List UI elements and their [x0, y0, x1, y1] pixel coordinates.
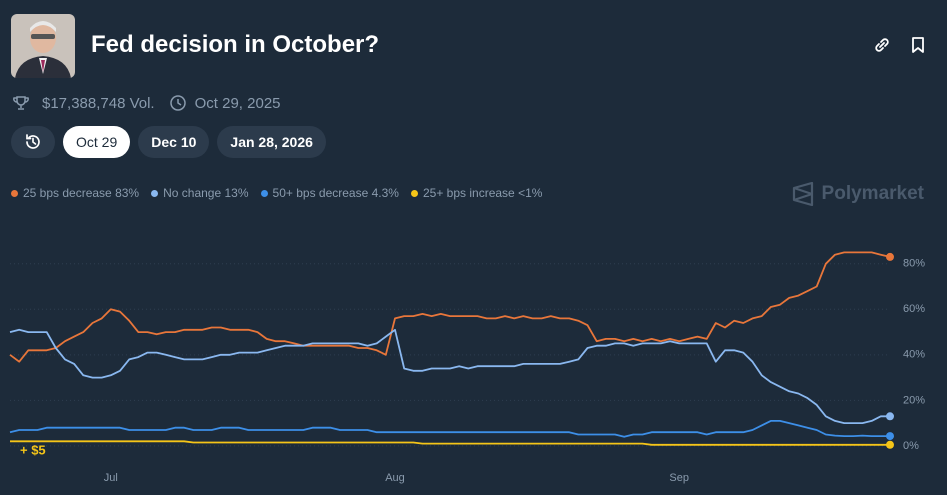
- date-tab[interactable]: Jan 28, 2026: [217, 126, 326, 158]
- chart: 0% 20% 40% 60% 80% Jul Aug Sep + $5: [9, 251, 925, 484]
- history-icon: [26, 134, 40, 149]
- legend-swatch: [151, 190, 159, 197]
- market-title: Fed decision in October?: [91, 31, 380, 58]
- end-dot: [886, 412, 894, 421]
- legend-name: No change: [163, 186, 222, 200]
- legend-swatch: [410, 190, 418, 197]
- legend-name: 25+ bps increase: [422, 186, 515, 200]
- legend-name: 25 bps decrease: [23, 186, 112, 200]
- legend: 25 bps decrease 83% No change 13% 50+ bps …: [11, 186, 542, 200]
- legend-value: 83%: [115, 186, 140, 200]
- brand: Polymarket: [792, 182, 924, 206]
- brand-name: Polymarket: [821, 183, 924, 204]
- x-tick-label: Sep: [669, 472, 689, 484]
- clock-icon: [169, 95, 186, 111]
- legend-item: 50+ bps decrease 4.3%: [260, 186, 399, 200]
- date-tab[interactable]: Oct 29: [63, 126, 131, 158]
- date-tabs: Oct 29 Dec 10 Jan 28, 2026: [11, 126, 326, 158]
- date-tab[interactable]: Dec 10: [138, 126, 210, 158]
- series-line: [9, 251, 891, 363]
- market-image: [11, 14, 75, 78]
- volume: $17,388,748 Vol.: [42, 94, 155, 112]
- legend-item: 25+ bps increase <1%: [410, 186, 543, 200]
- end-dot: [886, 440, 894, 449]
- trophy-icon: [13, 96, 29, 110]
- brand-logo: [792, 182, 813, 206]
- x-tick-label: Aug: [385, 472, 405, 484]
- link-button[interactable]: [873, 36, 891, 54]
- legend-item: 25 bps decrease 83%: [11, 186, 139, 200]
- y-tick-label: 40%: [903, 349, 925, 361]
- market-meta: $17,388,748 Vol. Oct 29, 2025: [12, 94, 281, 112]
- x-tick-label: Jul: [104, 472, 118, 484]
- bookmark-button[interactable]: [909, 36, 927, 54]
- end-date: Oct 29, 2025: [194, 94, 281, 112]
- legend-swatch: [260, 190, 268, 197]
- legend-name: 50+ bps decrease: [272, 186, 369, 200]
- series-line: [9, 420, 890, 438]
- y-tick-label: 20%: [903, 394, 925, 406]
- legend-value: <1%: [518, 186, 543, 200]
- y-tick-label: 0%: [903, 440, 919, 452]
- y-tick-label: 80%: [903, 258, 925, 270]
- series-line: [10, 440, 890, 446]
- legend-swatch: [11, 190, 18, 197]
- y-tick-label: 60%: [903, 303, 925, 315]
- end-dot: [886, 252, 894, 261]
- legend-item: No change 13%: [151, 186, 249, 200]
- portrait: [11, 14, 75, 78]
- history-button[interactable]: [11, 126, 55, 158]
- legend-value: 13%: [224, 186, 249, 200]
- end-dot: [886, 432, 894, 441]
- legend-value: 4.3%: [371, 186, 399, 200]
- header-actions: [873, 36, 927, 54]
- series-line: [9, 328, 890, 424]
- annotation: + $5: [20, 442, 46, 457]
